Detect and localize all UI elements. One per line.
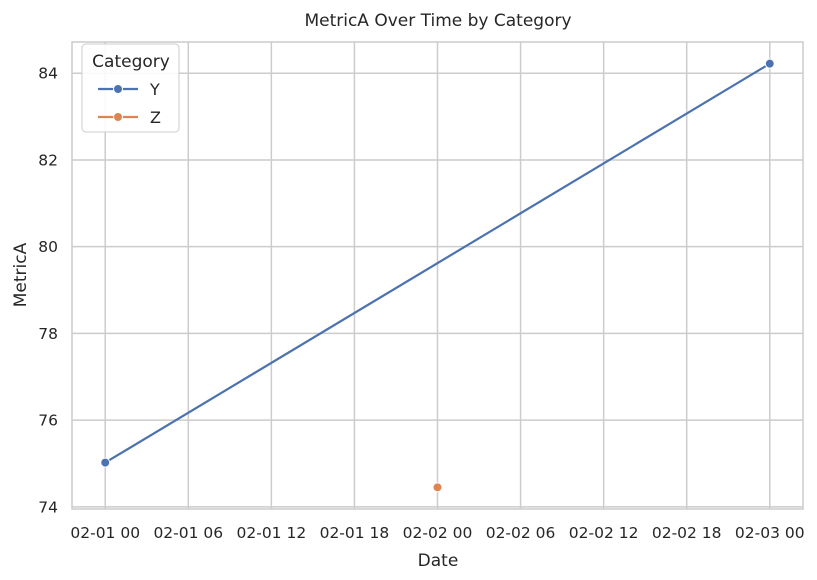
x-tick-label: 02-01 18 [320,524,390,542]
legend-title: Category [92,52,170,72]
x-axis-label: Date [418,551,459,571]
x-tick-label: 02-03 00 [735,524,805,542]
x-tick-label: 02-02 06 [486,524,556,542]
x-tick-label: 02-01 00 [70,524,140,542]
y-tick-label: 84 [38,65,58,83]
x-tick-label: 02-01 06 [153,524,223,542]
data-point-z [432,482,443,493]
data-point-y [100,457,111,468]
chart-title: MetricA Over Time by Category [304,11,571,31]
series-z [432,482,443,493]
legend: Category YZ [81,43,180,133]
x-tick-label: 02-01 12 [237,524,307,542]
plot-frame [71,41,804,510]
y-tick-label: 80 [38,238,58,256]
legend-entries: YZ [98,80,161,127]
y-axis-label: MetricA [11,242,31,307]
x-tick-label: 02-02 00 [403,524,473,542]
legend-marker-z [113,112,123,122]
series-y [100,58,775,468]
y-tick-label: 78 [38,325,58,343]
legend-marker-y [113,84,123,94]
x-tick-label: 02-02 18 [652,524,722,542]
y-tick-label: 74 [38,498,58,516]
grid [72,42,803,509]
x-tick-label: 02-02 12 [569,524,639,542]
series-line-y [104,62,771,464]
data-point-y [764,58,775,69]
legend-item-y: Y [98,80,160,99]
legend-label-y: Y [149,80,160,99]
y-tick-label: 76 [38,412,58,430]
y-tick-label: 82 [38,151,58,169]
legend-label-z: Z [150,108,161,127]
legend-item-z: Z [98,108,161,127]
x-axis: 02-01 00 02-01 06 02-01 12 02-01 18 02-02 00… [70,524,804,542]
series [100,58,775,493]
y-axis: 74 76 78 80 82 84 [38,65,58,517]
